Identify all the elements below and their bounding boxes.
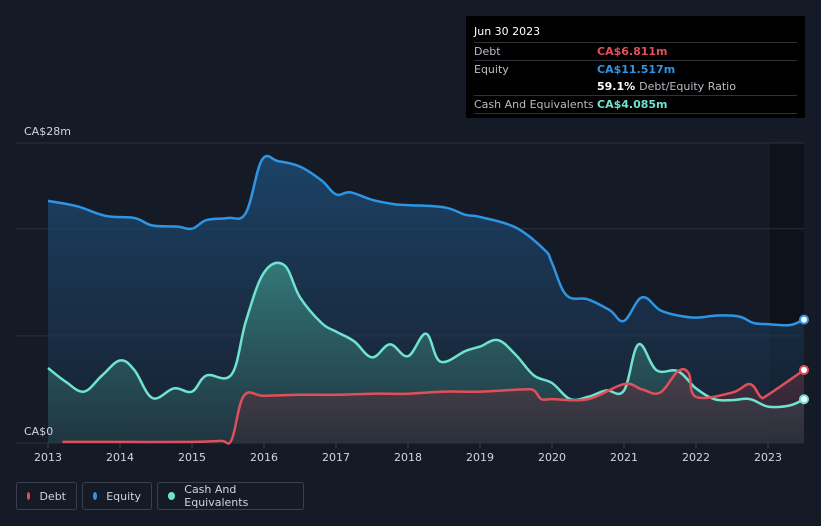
tooltip-cash-value: CA$4.085m	[597, 98, 668, 111]
cash-end-marker	[799, 394, 809, 405]
x-tick-label: 2020	[538, 451, 566, 464]
x-tick-label: 2023	[754, 451, 782, 464]
debt-line	[62, 367, 805, 445]
x-tick-label: 2022	[682, 451, 710, 464]
tooltip-cash-row: Cash And Equivalents CA$4.085m	[474, 95, 797, 113]
tooltip-debt-row: Debt CA$6.811m	[474, 42, 797, 60]
tooltip-equity-row: Equity CA$11.517m	[474, 60, 797, 78]
tooltip-ratio-value: 59.1%	[597, 80, 636, 93]
debt-area	[62, 369, 804, 444]
y-bottom-label: CA$0	[24, 425, 53, 438]
tooltip-debt-label: Debt	[474, 45, 501, 58]
x-tick-label: 2021	[610, 451, 638, 464]
legend-debt[interactable]: Debt	[16, 482, 77, 510]
legend-debt-label: Debt	[39, 489, 66, 503]
legend-cash[interactable]: Cash And Equivalents	[157, 482, 304, 510]
equity-end-marker	[799, 314, 809, 325]
debt-end-marker	[799, 365, 809, 376]
y-top-label: CA$28m	[24, 125, 71, 138]
legend-cash-label: Cash And Equivalents	[184, 483, 249, 509]
x-tick-label: 2019	[466, 451, 494, 464]
legend-cash-dot	[168, 492, 176, 500]
x-tick-label: 2014	[106, 451, 134, 464]
tooltip: Jun 30 2023 Debt CA$6.811m Equity CA$11.…	[466, 16, 805, 118]
tooltip-ratio-label: Debt/Equity Ratio	[639, 80, 736, 93]
equity-line	[47, 154, 805, 327]
legend-equity[interactable]: Equity	[82, 482, 152, 510]
x-tick-label: 2016	[250, 451, 278, 464]
tooltip-debt-value: CA$6.811m	[597, 45, 668, 58]
legend-equity-label: Equity	[106, 489, 141, 503]
tooltip-date: Jun 30 2023	[474, 25, 541, 38]
x-tick-label: 2017	[322, 451, 350, 464]
x-tick-label: 2018	[394, 451, 422, 464]
legend-debt-dot	[27, 492, 31, 500]
legend-equity-dot	[93, 492, 98, 500]
tooltip-equity-value: CA$11.517m	[597, 63, 676, 76]
x-tick-label: 2015	[178, 451, 206, 464]
tooltip-equity-label: Equity	[474, 63, 509, 76]
x-tick-label: 2013	[34, 451, 62, 464]
tooltip-ratio-row: 59.1% Debt/Equity Ratio	[474, 78, 797, 95]
tooltip-cash-label: Cash And Equivalents	[474, 98, 594, 111]
